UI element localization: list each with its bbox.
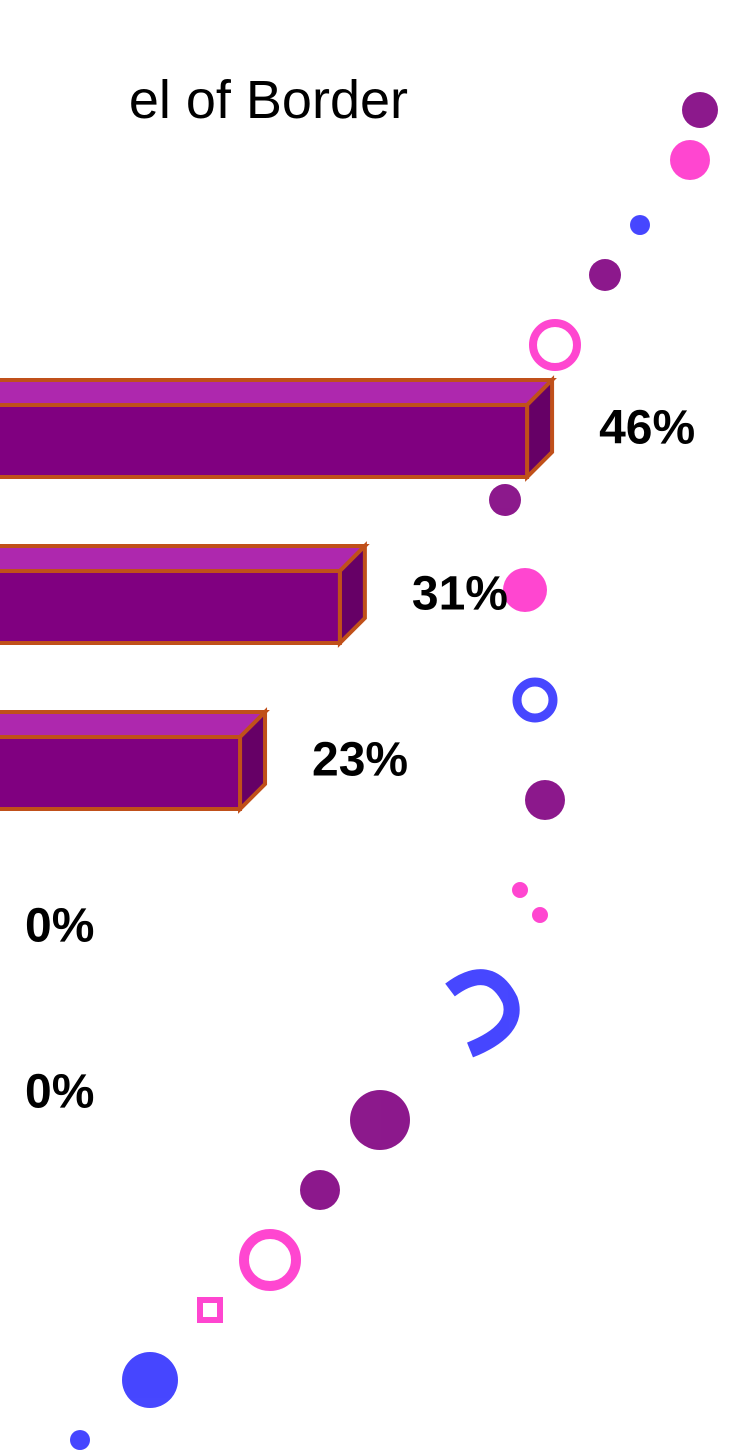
value-label: 31% — [412, 568, 508, 621]
value-label: 46% — [599, 402, 695, 455]
value-label: 0% — [25, 900, 94, 953]
value-label: 0% — [25, 1066, 94, 1119]
value-label: 23% — [312, 734, 408, 787]
decoration — [70, 92, 718, 1450]
bar — [0, 403, 530, 479]
bar-top — [0, 710, 270, 739]
chart-title: el of Border — [129, 70, 408, 130]
bar — [0, 735, 243, 811]
bar-top — [0, 378, 557, 407]
bar — [0, 569, 342, 645]
bar-top — [0, 544, 370, 573]
